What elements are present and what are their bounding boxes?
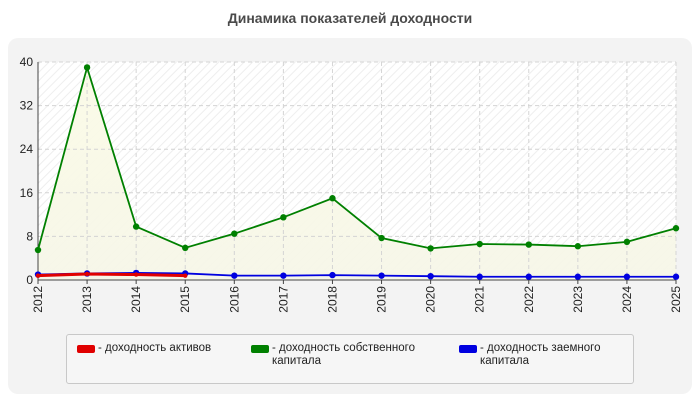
data-point bbox=[329, 271, 336, 279]
x-tick-label: 2024 bbox=[620, 286, 634, 313]
data-point bbox=[623, 238, 631, 246]
legend-item-assets: - доходность активов bbox=[77, 342, 247, 355]
x-tick-label: 2012 bbox=[31, 286, 45, 313]
x-tick-label: 2015 bbox=[178, 286, 192, 313]
data-point bbox=[183, 273, 188, 278]
x-tick-label: 2023 bbox=[571, 286, 585, 313]
y-tick-label: 16 bbox=[20, 186, 34, 200]
data-point bbox=[672, 225, 680, 232]
data-point bbox=[476, 240, 483, 248]
x-tick-label: 2025 bbox=[669, 286, 683, 313]
legend-label: - доходность собственного капитала bbox=[272, 342, 415, 367]
data-point bbox=[623, 273, 631, 280]
data-point bbox=[231, 272, 238, 279]
x-tick-label: 2022 bbox=[522, 286, 536, 313]
legend-item-equity: - доходность собственного капитала bbox=[251, 342, 451, 368]
data-point bbox=[34, 246, 42, 254]
x-tick-label: 2016 bbox=[227, 286, 241, 313]
y-tick-label: 40 bbox=[20, 55, 34, 69]
y-tick-label: 32 bbox=[20, 99, 34, 113]
x-tick-label: 2020 bbox=[424, 286, 438, 313]
y-tick-label: 0 bbox=[26, 273, 33, 287]
data-point bbox=[231, 230, 238, 237]
series-line bbox=[37, 272, 676, 278]
legend-item-debt: - доходность заемного капитала bbox=[459, 342, 629, 368]
legend-swatch-green bbox=[251, 345, 269, 353]
x-tick-label: 2013 bbox=[80, 286, 94, 313]
data-point bbox=[672, 273, 680, 280]
data-point bbox=[133, 272, 139, 277]
data-point bbox=[378, 272, 385, 279]
chart-title: Динамика показателей доходности bbox=[227, 10, 473, 26]
series-line bbox=[37, 272, 186, 278]
data-point bbox=[329, 195, 336, 202]
y-tick-label: 24 bbox=[20, 142, 34, 156]
legend: - доходность активов - доходность собств… bbox=[66, 334, 634, 384]
x-tick-label: 2021 bbox=[473, 286, 487, 313]
data-point bbox=[476, 273, 483, 280]
legend-label: - доходность активов bbox=[98, 342, 212, 354]
data-point bbox=[378, 234, 385, 242]
data-point bbox=[427, 272, 434, 280]
data-point bbox=[525, 241, 532, 248]
legend-label: - доходность заемного капитала bbox=[480, 342, 601, 367]
x-tick-label: 2018 bbox=[325, 286, 339, 313]
x-tick-label: 2014 bbox=[129, 286, 143, 313]
data-point bbox=[574, 243, 582, 250]
legend-swatch-blue bbox=[459, 345, 477, 353]
series-area-fill bbox=[38, 67, 676, 280]
data-point bbox=[182, 244, 189, 252]
x-tick-label: 2017 bbox=[276, 286, 290, 313]
legend-swatch-red bbox=[77, 345, 95, 353]
series-line bbox=[37, 64, 677, 251]
data-point bbox=[132, 223, 140, 230]
data-point bbox=[35, 273, 41, 278]
data-point bbox=[574, 273, 582, 280]
data-point bbox=[84, 271, 90, 277]
x-tick-label: 2019 bbox=[375, 286, 389, 313]
y-tick-label: 8 bbox=[26, 229, 33, 243]
data-point bbox=[427, 245, 434, 252]
data-point bbox=[280, 214, 287, 221]
data-point bbox=[525, 273, 532, 280]
data-point bbox=[280, 272, 287, 279]
data-point bbox=[83, 64, 91, 71]
